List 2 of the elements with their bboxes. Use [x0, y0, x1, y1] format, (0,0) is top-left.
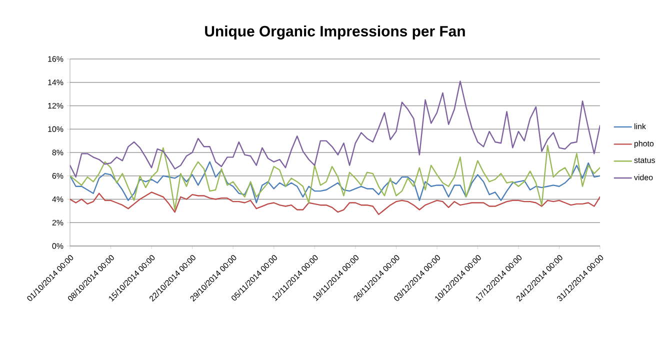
chart-title: Unique Organic Impressions per Fan: [205, 26, 465, 40]
line-series: [70, 80, 600, 178]
